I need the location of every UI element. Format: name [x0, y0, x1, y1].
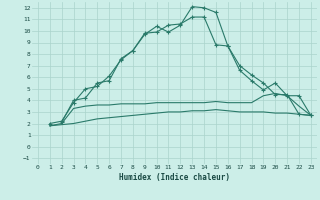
X-axis label: Humidex (Indice chaleur): Humidex (Indice chaleur) — [119, 173, 230, 182]
